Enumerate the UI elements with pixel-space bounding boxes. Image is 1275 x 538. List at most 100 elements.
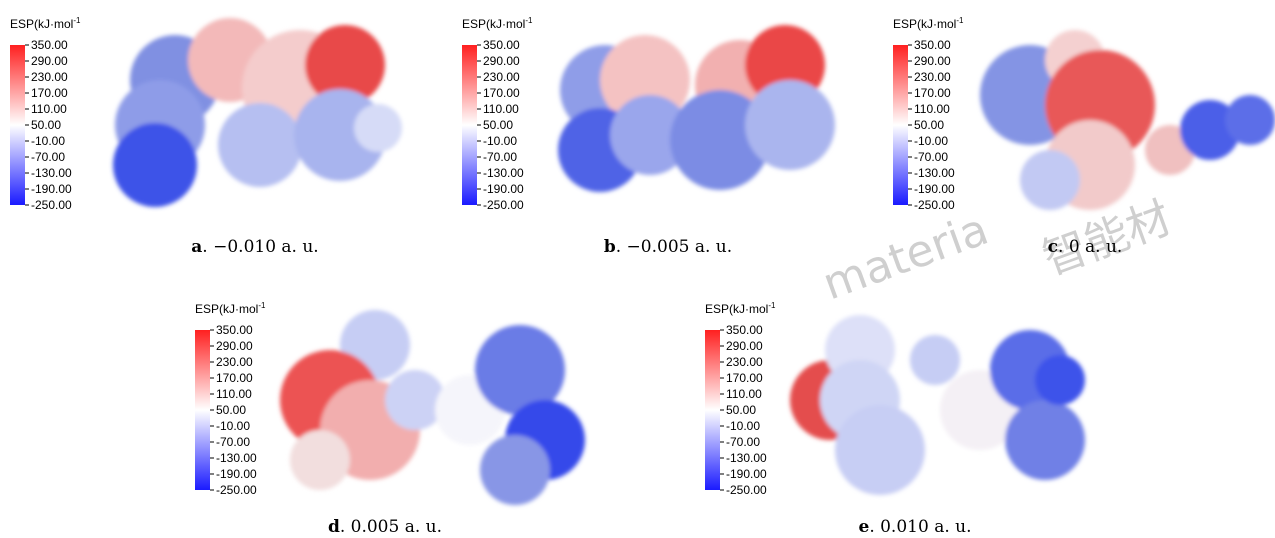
atom-sphere (1225, 95, 1275, 145)
colorbar-title-sup: -1 (956, 16, 964, 25)
colorbar-tick-label: 290.00 (483, 54, 520, 68)
panel: ESP(kJ·mol-1 350.00 290.00 230.00 170.00 110.… (705, 301, 1085, 537)
colorbar-tick-label: -130.00 (726, 451, 767, 465)
panel-caption-text: . 0 a. u. (1058, 237, 1122, 257)
colorbar-tick-label: -10.00 (31, 134, 65, 148)
panel-caption-text: . −0.005 a. u. (616, 237, 732, 257)
colorbar-title: ESP(kJ·mol-1 (462, 16, 533, 31)
colorbar (705, 330, 720, 490)
colorbar-title: ESP(kJ·mol-1 (705, 301, 776, 316)
panel-caption: d. 0.005 a. u. (328, 517, 442, 537)
colorbar-tick-label: -250.00 (914, 198, 955, 212)
colorbar-tick-label: -130.00 (914, 166, 955, 180)
atom-sphere (1035, 355, 1085, 405)
colorbar-tick-label: 290.00 (31, 54, 68, 68)
colorbar-title: ESP(kJ·mol-1 (10, 16, 81, 31)
colorbar-title-main: ESP(kJ·mol (195, 302, 258, 316)
colorbar (462, 45, 477, 205)
panel-caption-text: . −0.010 a. u. (202, 237, 318, 257)
atom-sphere (1005, 400, 1085, 480)
panel: ESP(kJ·mol-1 350.00 290.00 230.00 170.00 110.… (195, 301, 585, 537)
panel-letter: a (191, 237, 202, 257)
colorbar-tick-label: 230.00 (483, 70, 520, 84)
atom-sphere (218, 103, 302, 187)
colorbar-tick-label: -70.00 (31, 150, 65, 164)
colorbar-tick-label: 50.00 (483, 118, 513, 132)
colorbar-tick-label: 230.00 (216, 355, 253, 369)
panel-caption: b. −0.005 a. u. (604, 237, 732, 257)
colorbar-tick-label: -190.00 (31, 182, 72, 196)
atom-sphere (354, 104, 402, 152)
colorbar-tick-label: 50.00 (726, 403, 756, 417)
colorbar-title-sup: -1 (768, 301, 776, 310)
colorbar (10, 45, 25, 205)
panel-caption-text: . 0.010 a. u. (869, 517, 971, 537)
panel-letter: b (604, 237, 616, 257)
colorbar (893, 45, 908, 205)
colorbar-tick-label: -130.00 (31, 166, 72, 180)
panel-caption-text: . 0.005 a. u. (340, 517, 442, 537)
atom-sphere (290, 430, 350, 490)
panel-letter: e (858, 517, 869, 537)
colorbar-title-main: ESP(kJ·mol (705, 302, 768, 316)
colorbar-tick-label: 170.00 (726, 371, 763, 385)
atom-sphere (1180, 100, 1240, 160)
colorbar-title: ESP(kJ·mol-1 (893, 16, 964, 31)
colorbar-tick-label: 350.00 (483, 38, 520, 52)
colorbar-tick-label: 170.00 (914, 86, 951, 100)
colorbar-title-sup: -1 (525, 16, 533, 25)
colorbar-tick-label: 110.00 (216, 387, 252, 401)
colorbar-tick-label: -190.00 (914, 182, 955, 196)
molecule-surface (558, 25, 835, 192)
colorbar-tick-label: 230.00 (726, 355, 763, 369)
colorbar-tick-label: 350.00 (914, 38, 951, 52)
colorbar-tick-label: 350.00 (216, 323, 253, 337)
atom-sphere (745, 80, 835, 170)
colorbar-tick-label: -250.00 (726, 483, 767, 497)
panel-caption: e. 0.010 a. u. (858, 517, 971, 537)
molecule-surface (790, 315, 1085, 495)
watermark-text: materia (816, 204, 995, 311)
colorbar (195, 330, 210, 490)
colorbar-tick-label: 290.00 (726, 339, 763, 353)
colorbar-tick-label: 110.00 (483, 102, 519, 116)
molecule-surface (980, 30, 1275, 210)
colorbar-tick-label: -130.00 (216, 451, 257, 465)
colorbar-tick-label: 230.00 (31, 70, 68, 84)
colorbar-tick-label: 290.00 (216, 339, 253, 353)
colorbar-tick-label: 230.00 (914, 70, 951, 84)
colorbar-tick-label: 110.00 (31, 102, 67, 116)
colorbar-tick-label: 50.00 (216, 403, 246, 417)
atom-sphere (305, 25, 385, 105)
panel: ESP(kJ·mol-1 350.00 290.00 230.00 170.00 110.… (893, 16, 1275, 257)
atom-sphere (610, 95, 690, 175)
colorbar-tick-label: -70.00 (726, 435, 760, 449)
panel-letter: d (328, 517, 340, 537)
colorbar-tick-label: 170.00 (216, 371, 253, 385)
colorbar-tick-label: 170.00 (31, 86, 68, 100)
colorbar-tick-label: -70.00 (914, 150, 948, 164)
panel: ESP(kJ·mol-1 350.00 290.00 230.00 170.00 110.… (10, 16, 402, 257)
colorbar-tick-label: 290.00 (914, 54, 951, 68)
colorbar-tick-label: -130.00 (483, 166, 524, 180)
colorbar-tick-label: -250.00 (31, 198, 72, 212)
colorbar-tick-label: -70.00 (483, 150, 517, 164)
colorbar-tick-label: 50.00 (31, 118, 61, 132)
molecule-surface (113, 18, 402, 207)
panel-caption: c. 0 a. u. (1048, 237, 1123, 257)
colorbar-tick-label: 110.00 (914, 102, 950, 116)
colorbar-tick-label: 350.00 (31, 38, 68, 52)
colorbar-title-main: ESP(kJ·mol (462, 17, 525, 31)
molecule-surface (280, 310, 585, 505)
atom-sphere (385, 370, 445, 430)
colorbar-tick-label: -10.00 (914, 134, 948, 148)
colorbar-tick-label: -10.00 (483, 134, 517, 148)
colorbar-tick-label: -250.00 (216, 483, 257, 497)
colorbar-tick-label: -190.00 (483, 182, 524, 196)
colorbar-tick-label: 50.00 (914, 118, 944, 132)
colorbar-title-sup: -1 (73, 16, 81, 25)
colorbar-title-main: ESP(kJ·mol (10, 17, 73, 31)
colorbar-title-main: ESP(kJ·mol (893, 17, 956, 31)
colorbar-tick-label: -10.00 (216, 419, 250, 433)
colorbar-tick-label: -190.00 (216, 467, 257, 481)
